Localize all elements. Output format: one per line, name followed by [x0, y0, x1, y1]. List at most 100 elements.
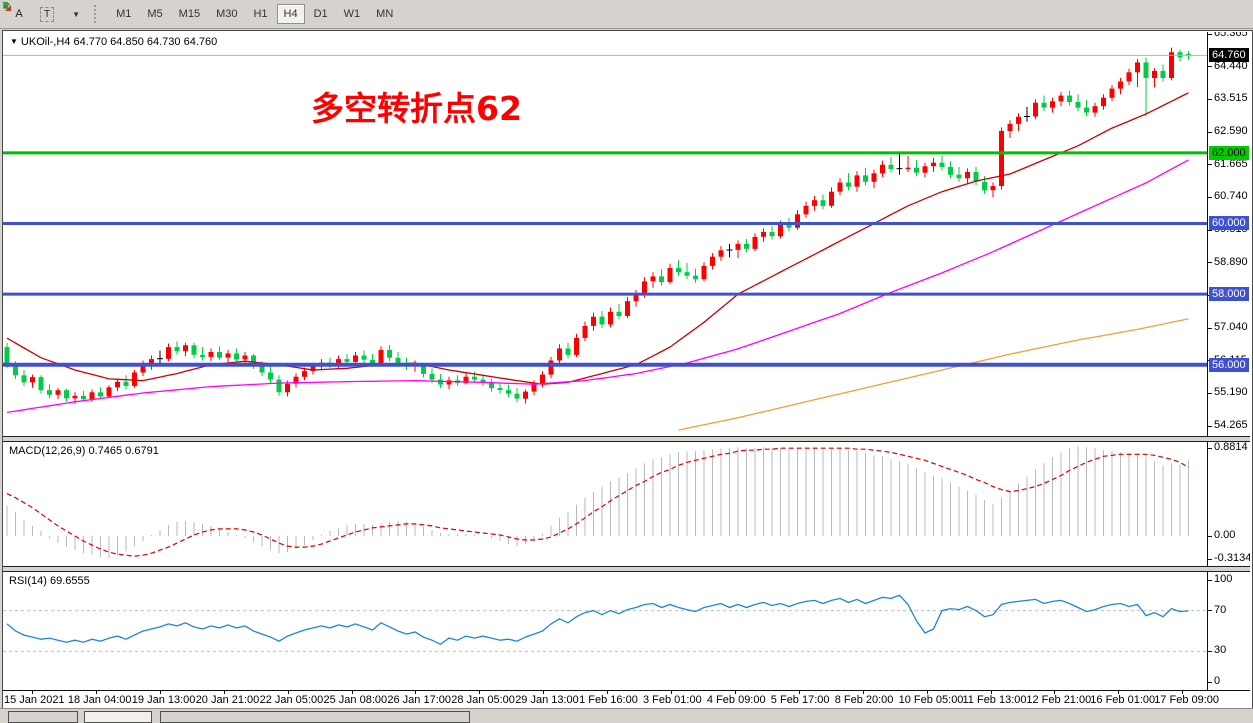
- axis-tick: [1208, 579, 1212, 581]
- timeframe-button-H1[interactable]: H1: [246, 4, 274, 24]
- axis-tick: [1208, 610, 1212, 612]
- chart-title: ▼ UKOil-,H4 64.770 64.850 64.730 64.760: [10, 36, 218, 48]
- axis-tick: [1208, 98, 1212, 100]
- text-label-tool-button[interactable]: T: [33, 4, 61, 24]
- date-label: 4 Feb 09:00: [706, 694, 766, 706]
- axis-tick-label: 57.040: [1214, 321, 1248, 333]
- axis-tick-label: 60.740: [1214, 190, 1248, 203]
- date-tick: [95, 691, 97, 694]
- axis-tick: [1208, 327, 1212, 329]
- rsi-panel: 100 70 30 0 RSI(14) 69.6555: [3, 572, 1250, 690]
- date-tick: [798, 691, 800, 694]
- macd-canvas[interactable]: [3, 442, 1207, 566]
- panel-divider[interactable]: [3, 436, 1250, 442]
- symbol-dropdown-icon[interactable]: ▼: [10, 37, 18, 46]
- date-tick: [734, 691, 736, 694]
- axis-tick: [1208, 425, 1212, 427]
- timeframe-button-H4[interactable]: H4: [276, 4, 305, 24]
- level-price-label: 58.000: [1209, 287, 1249, 302]
- axis-tick-label: 54.265: [1214, 419, 1248, 431]
- date-tick: [223, 691, 225, 694]
- axis-tick-label: 58.890: [1214, 255, 1248, 268]
- axis-tick: [1208, 535, 1212, 537]
- axis-tick-label: 65.365: [1214, 32, 1248, 39]
- timeframe-button-MN[interactable]: MN: [369, 4, 400, 24]
- axis-tick: [1208, 447, 1212, 449]
- date-label: 29 Jan 13:00: [515, 694, 579, 706]
- axis-tick: [1208, 164, 1212, 166]
- axis-tick-label: 70: [1214, 603, 1227, 616]
- date-tick: [1118, 691, 1120, 694]
- panel-divider[interactable]: [3, 566, 1250, 572]
- current-price-label: 64.760: [1209, 48, 1249, 63]
- date-tick: [287, 691, 289, 694]
- chart-tab[interactable]: [8, 711, 78, 723]
- date-tick: [479, 691, 481, 694]
- axis-tick-label: 55.190: [1214, 386, 1248, 399]
- date-label: 11 Feb 13:00: [962, 694, 1027, 706]
- timeframe-button-M1[interactable]: M1: [109, 4, 138, 24]
- axis-tick-label: 62.590: [1214, 125, 1248, 137]
- macd-axis[interactable]: 0.8814 0.00 -0.3134: [1207, 442, 1250, 566]
- date-label: 16 Feb 01:00: [1090, 694, 1156, 706]
- date-tick: [671, 691, 672, 694]
- axis-tick-label: 63.515: [1214, 92, 1248, 105]
- axis-tick-label: 0.8814: [1214, 442, 1248, 453]
- dropdown-caret-icon: ▼: [72, 9, 81, 19]
- toolbar: A T ▼ M1 M5 M15 M30 H1 H4 D1 W1 MN: [0, 0, 1253, 29]
- axis-tick: [1208, 681, 1212, 683]
- timeframe-button-M5[interactable]: M5: [140, 4, 169, 24]
- chart-window: 65.36564.44063.51562.59061.66560.74059.8…: [2, 30, 1253, 710]
- axis-tick: [1208, 33, 1212, 35]
- date-label: 12 Feb 21:00: [1026, 694, 1092, 706]
- axis-tick: [1208, 262, 1212, 264]
- chart-tab[interactable]: [160, 711, 470, 723]
- price-chart-canvas[interactable]: [3, 32, 1207, 436]
- date-tick: [990, 691, 992, 694]
- date-label: 25 Jan 08:00: [323, 694, 388, 706]
- rsi-axis[interactable]: 100 70 30 0: [1207, 572, 1250, 690]
- date-label: 5 Feb 17:00: [770, 694, 830, 706]
- date-tick: [351, 691, 353, 694]
- axis-tick: [1208, 392, 1212, 394]
- price-axis[interactable]: 65.36564.44063.51562.59061.66560.74059.8…: [1207, 32, 1250, 436]
- axis-tick: [1208, 196, 1212, 198]
- date-tick: [1182, 691, 1184, 694]
- axis-tick-label: 61.665: [1214, 157, 1248, 170]
- axis-tick: [1208, 66, 1212, 68]
- axis-tick-label: -0.3134: [1214, 552, 1250, 564]
- timeframe-button-M15[interactable]: M15: [172, 4, 207, 24]
- main-chart-panel: 65.36564.44063.51562.59061.66560.74059.8…: [3, 32, 1250, 436]
- date-tick: [607, 691, 609, 694]
- font-tool-button[interactable]: A: [7, 4, 31, 24]
- date-label: 10 Feb 05:00: [898, 694, 964, 706]
- timeframe-button-W1[interactable]: W1: [337, 4, 368, 24]
- date-tick: [543, 691, 545, 694]
- time-axis[interactable]: 15 Jan 2021 18 Jan 04:00 19 Jan 13:00 20 Ja…: [3, 690, 1250, 709]
- date-label: 19 Jan 13:00: [131, 694, 196, 706]
- axis-tick-label: 0.00: [1214, 529, 1236, 541]
- level-price-label: 56.000: [1209, 357, 1249, 372]
- chart-tab-active[interactable]: [84, 711, 152, 723]
- date-label: 18 Jan 04:00: [67, 694, 132, 706]
- axis-tick-label: 64.440: [1214, 59, 1248, 72]
- axis-tick: [1208, 558, 1212, 560]
- text-label-icon: T: [40, 6, 55, 22]
- date-label: 8 Feb 20:00: [834, 694, 894, 706]
- chart-annotation-text[interactable]: 多空转折点62: [311, 89, 522, 128]
- timeframe-button-M30[interactable]: M30: [209, 4, 244, 24]
- date-label: 3 Feb 01:00: [643, 694, 702, 706]
- date-tick: [926, 691, 928, 694]
- date-label: 20 Jan 21:00: [195, 694, 260, 706]
- arrows-tool-button[interactable]: ▼: [2, 2, 87, 24]
- axis-tick-label: 100: [1214, 573, 1233, 585]
- timeframe-button-D1[interactable]: D1: [307, 4, 335, 24]
- timeframe-button-group: M1 M5 M15 M30 H1 H4 D1 W1 MN: [108, 4, 401, 24]
- rsi-canvas[interactable]: [3, 572, 1207, 690]
- level-price-label: 60.000: [1209, 216, 1249, 231]
- rsi-label: RSI(14) 69.6555: [9, 575, 90, 587]
- axis-tick-label: 30: [1214, 644, 1227, 657]
- date-label: 28 Jan 05:00: [451, 694, 515, 706]
- date-label: 22 Jan 05:00: [259, 694, 324, 706]
- level-price-label: 62.000: [1209, 145, 1249, 160]
